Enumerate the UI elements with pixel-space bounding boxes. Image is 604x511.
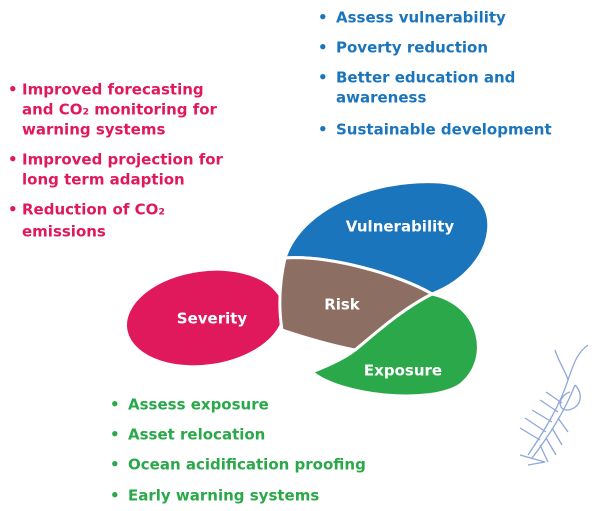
risk-label: Risk [324, 296, 361, 314]
list-item-line: Better education and [336, 69, 515, 87]
list-item-line: Improved forecasting [22, 81, 204, 99]
bullet: • [318, 121, 328, 139]
bullet: • [318, 9, 328, 27]
list-item-line: Early warning systems [128, 487, 319, 505]
bullet: • [8, 151, 18, 169]
bullet: • [8, 201, 18, 219]
list-item-line: Asset relocation [128, 426, 265, 444]
plant-decoration [520, 345, 588, 465]
bullet: • [8, 81, 18, 99]
exposure-label: Exposure [364, 362, 442, 380]
bullet: • [110, 396, 120, 414]
list-item-line: emissions [22, 223, 106, 241]
risk-diagram: Vulnerability Severity Risk Exposure • As… [0, 0, 604, 511]
list-item-line: long term adaption [22, 171, 185, 189]
list-item-line: Poverty reduction [336, 39, 488, 57]
bullet: • [318, 69, 328, 87]
list-item-line: Assess vulnerability [336, 9, 506, 27]
list-item-line: Assess exposure [128, 396, 269, 414]
vulnerability-label: Vulnerability [346, 218, 455, 236]
bullet: • [110, 487, 120, 505]
list-item-line: Sustainable development [336, 121, 552, 139]
severity-label: Severity [177, 310, 248, 328]
bullet: • [110, 426, 120, 444]
bullet: • [318, 39, 328, 57]
list-item-line: awareness [336, 89, 426, 107]
list-item-line: Reduction of CO₂ [22, 201, 165, 219]
list-item-line: Ocean acidification proofing [128, 456, 366, 474]
bullet: • [110, 456, 120, 474]
list-item-line: and CO₂ monitoring for [22, 101, 218, 119]
list-item-line: Improved projection for [22, 151, 224, 169]
list-item-line: warning systems [22, 121, 165, 139]
